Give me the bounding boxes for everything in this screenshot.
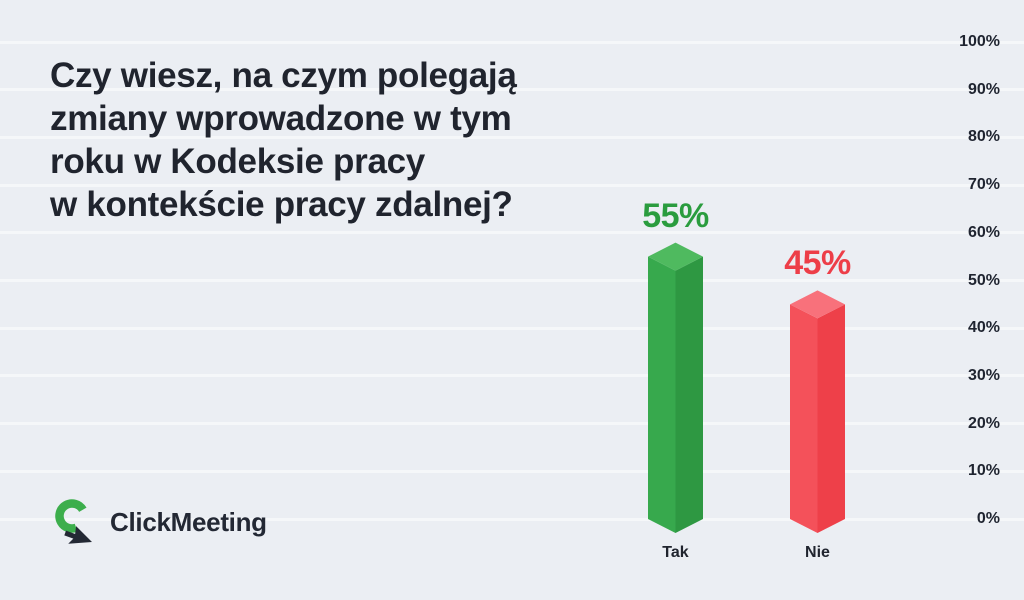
- y-axis-tick-label: 80%: [967, 128, 1000, 146]
- y-axis-tick-label: 50%: [967, 271, 1000, 289]
- gridline: [0, 40, 1024, 44]
- clickmeeting-logo: ClickMeeting: [55, 499, 267, 545]
- gridline: [0, 135, 1024, 139]
- value-label-tak: 55%: [642, 196, 709, 235]
- y-axis-tick-label: 20%: [967, 414, 1000, 432]
- y-axis-tick-label: 100%: [959, 33, 1000, 50]
- gridline: [0, 374, 1024, 378]
- clickmeeting-logo-text: ClickMeeting: [110, 506, 267, 537]
- value-label-nie: 45%: [784, 244, 851, 283]
- cursor-icon: [64, 526, 92, 544]
- question-title: Czy wiesz, na czym polegają zmiany wprow…: [50, 56, 517, 224]
- gridline: [0, 422, 1024, 426]
- gridline: [0, 88, 1024, 92]
- category-label-nie: Nie: [805, 544, 830, 561]
- y-axis-tick-label: 90%: [967, 80, 1000, 98]
- bar-nie: [790, 290, 845, 533]
- gridline: [0, 517, 1024, 521]
- gridline: [0, 183, 1024, 187]
- y-axis-tick-label: 0%: [976, 510, 1000, 527]
- gridline: [0, 279, 1024, 282]
- gridline: [0, 326, 1024, 330]
- y-axis-tick-label: 30%: [967, 366, 1000, 384]
- y-axis-tick-label: 40%: [967, 319, 1000, 337]
- gridline: [0, 469, 1024, 473]
- bar-tak: [648, 242, 703, 533]
- y-axis-tick-label: 60%: [967, 223, 1000, 241]
- clickmeeting-logo-icon: [55, 499, 92, 544]
- y-axis-tick-label: 70%: [967, 176, 1000, 194]
- category-label-tak: Tak: [662, 544, 689, 561]
- gridline: [0, 231, 1024, 235]
- y-axis-tick-label: 10%: [967, 462, 1000, 480]
